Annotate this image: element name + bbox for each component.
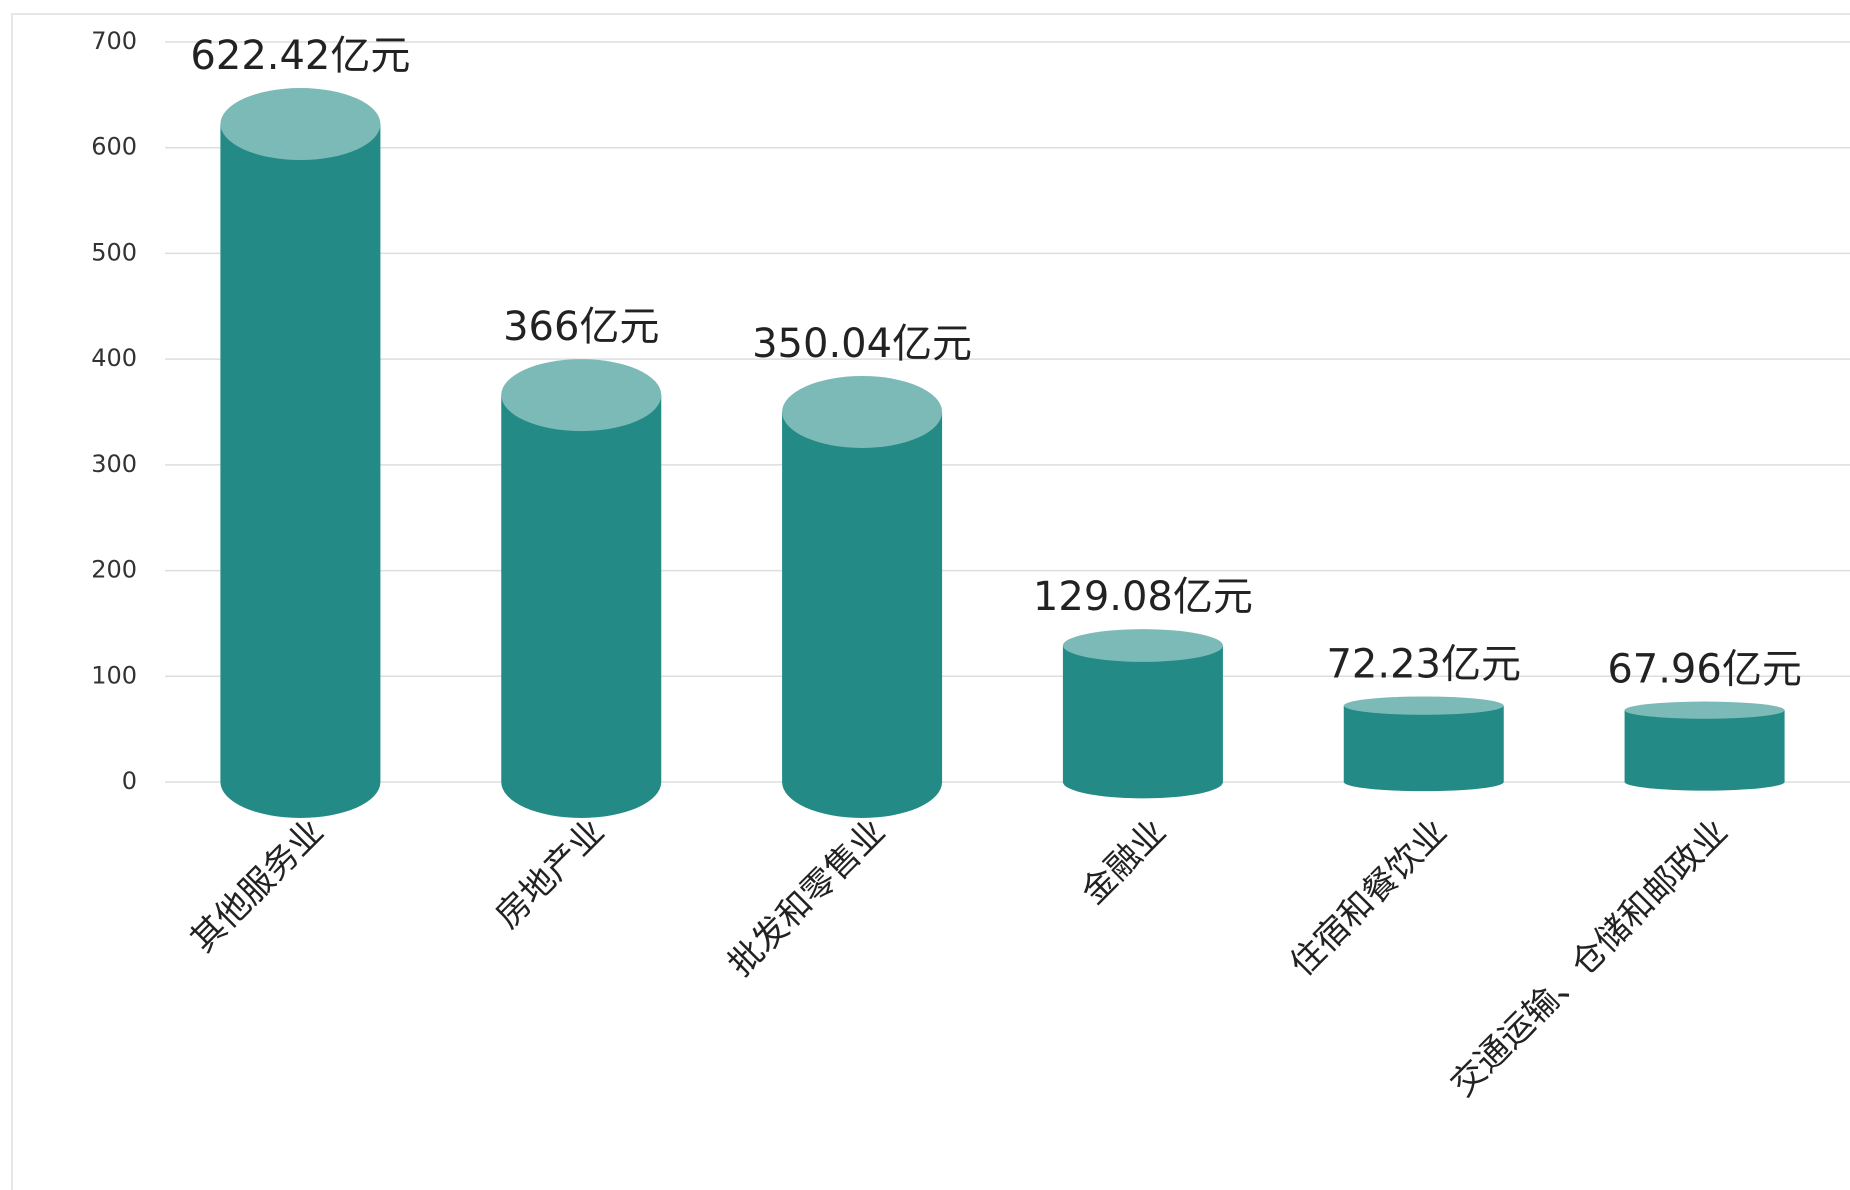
y-tick-label: 100: [91, 661, 137, 689]
y-tick-label: 600: [91, 133, 137, 161]
bar: [220, 124, 381, 819]
value-label: 366亿元: [503, 304, 659, 350]
bar: [1343, 705, 1504, 792]
value-label: 129.08亿元: [1033, 574, 1253, 620]
bar-top: [220, 88, 381, 161]
bar: [1062, 645, 1223, 799]
bar-top: [1062, 629, 1223, 662]
bar: [1624, 710, 1785, 791]
y-tick-label: 200: [91, 556, 137, 584]
value-label: 67.96亿元: [1607, 647, 1802, 693]
value-label: 622.42亿元: [190, 33, 410, 79]
y-tick-label: 400: [91, 344, 137, 372]
y-tick-label: 300: [91, 450, 137, 478]
value-label: 72.23亿元: [1326, 641, 1521, 687]
value-label: 350.04亿元: [752, 321, 972, 367]
bar: [501, 395, 662, 819]
y-tick-label: 0: [122, 767, 137, 795]
bar: [782, 411, 943, 819]
bar-top: [782, 375, 943, 448]
y-tick-label: 500: [91, 238, 137, 266]
bar-top: [1624, 701, 1785, 719]
y-tick-label: 700: [91, 27, 137, 55]
bar-top: [501, 359, 662, 432]
bar-top: [1343, 696, 1504, 715]
